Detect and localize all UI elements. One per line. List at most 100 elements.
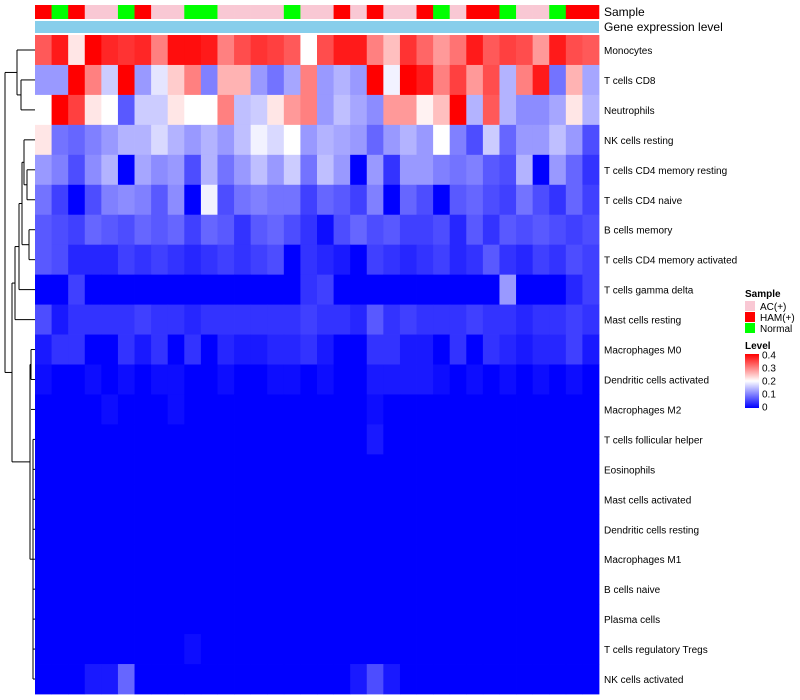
heatmap-cell <box>184 364 202 395</box>
heatmap-cell <box>516 424 534 455</box>
heatmap-cell <box>383 454 401 485</box>
heatmap-cell <box>350 394 368 425</box>
heatmap-cell <box>167 154 185 186</box>
heatmap-cell <box>317 574 334 605</box>
heatmap-cell <box>433 304 451 335</box>
heatmap-cell <box>383 364 401 395</box>
heatmap-cell <box>151 574 169 605</box>
heatmap-cell <box>532 544 550 575</box>
heatmap-cell <box>549 334 567 365</box>
heatmap-cell <box>51 424 69 455</box>
heatmap-cell <box>51 304 69 335</box>
heatmap-cell <box>200 64 218 96</box>
heatmap-cell <box>333 64 351 96</box>
heatmap-cell <box>549 634 567 665</box>
heatmap-cell <box>582 454 600 485</box>
heatmap-cell <box>466 664 484 695</box>
heatmap-cell <box>51 244 69 276</box>
row-label: T cells regulatory Tregs <box>604 645 708 656</box>
heatmap-cell <box>250 424 268 455</box>
heatmap-cell <box>134 35 152 66</box>
heatmap-cell <box>383 64 401 96</box>
heatmap-cell <box>84 35 102 66</box>
heatmap-cell <box>68 544 86 575</box>
sample-annotation-cell <box>565 5 583 19</box>
heatmap-cell <box>134 484 152 515</box>
sample-annotation-cell <box>516 5 533 19</box>
heatmap-cell <box>449 514 467 545</box>
heatmap-cell <box>101 184 119 216</box>
heatmap-cell <box>217 35 235 66</box>
row-label: T cells CD4 memory activated <box>604 256 737 267</box>
heatmap-cell <box>184 334 202 365</box>
heatmap-cell <box>549 424 567 455</box>
heatmap-cell <box>283 184 301 216</box>
heatmap-cell <box>234 244 252 276</box>
heatmap-cell <box>283 484 301 515</box>
heatmap-cell <box>433 35 451 66</box>
heatmap-cell <box>101 304 119 335</box>
heatmap-cell <box>499 664 517 695</box>
heatmap-cell <box>366 544 384 575</box>
heatmap-cell <box>549 364 567 395</box>
heatmap-cell <box>101 124 119 156</box>
heatmap-cell <box>399 304 417 335</box>
heatmap-cell <box>151 304 169 335</box>
heatmap-cell <box>499 154 517 186</box>
heatmap-cell <box>383 574 401 605</box>
heatmap-cell <box>101 454 119 485</box>
heatmap-cell <box>383 214 401 246</box>
heatmap-cell <box>482 544 500 575</box>
heatmap-cell <box>317 124 334 156</box>
heatmap-cell <box>200 394 218 425</box>
heatmap-cell <box>51 334 69 365</box>
heatmap-cell <box>217 64 235 96</box>
heatmap-cell <box>117 484 135 515</box>
heatmap-cell <box>449 484 467 515</box>
heatmap-cell <box>167 664 185 695</box>
row-label: Mast cells resting <box>604 316 681 327</box>
heatmap-cell <box>267 244 285 276</box>
heatmap-cell <box>466 274 484 305</box>
heatmap-cell <box>300 304 318 335</box>
heatmap-cell <box>300 334 318 365</box>
heatmap-cell <box>350 214 368 246</box>
heatmap-cell <box>250 154 268 186</box>
heatmap-cell <box>84 94 102 126</box>
heatmap-cell <box>217 424 235 455</box>
heatmap-cell <box>350 244 368 276</box>
heatmap-cell <box>565 664 583 695</box>
heatmap-cell <box>449 394 467 425</box>
heatmap-cell <box>433 544 451 575</box>
heatmap-cell <box>366 154 384 186</box>
row-label: B cells memory <box>604 226 672 237</box>
heatmap-cell <box>184 664 202 695</box>
heatmap-cell <box>366 454 384 485</box>
heatmap-cell <box>117 604 135 635</box>
heatmap-cell <box>433 184 451 216</box>
heatmap-cell <box>549 544 567 575</box>
heatmap-cell <box>300 514 318 545</box>
heatmap-cell <box>532 574 550 605</box>
heatmap-cell <box>51 94 69 126</box>
heatmap-cell <box>416 184 434 216</box>
legend-level-title: Level <box>745 341 771 352</box>
heatmap-cell <box>267 544 285 575</box>
heatmap-cell <box>300 154 318 186</box>
heatmap-cell <box>499 64 517 96</box>
heatmap-cell <box>167 424 185 455</box>
heatmap-cell <box>167 544 185 575</box>
heatmap-cell <box>482 274 500 305</box>
row-label: Dendritic cells activated <box>604 375 709 386</box>
heatmap-cell <box>51 544 69 575</box>
heatmap-cell <box>300 274 318 305</box>
heatmap-cell <box>399 634 417 665</box>
sample-annotation-cell <box>466 5 484 19</box>
heatmap-cell <box>350 124 368 156</box>
heatmap-cell <box>134 604 152 635</box>
heatmap-cell <box>167 184 185 216</box>
heatmap-cell <box>532 94 550 126</box>
heatmap-cell <box>151 35 169 66</box>
heatmap-cell <box>532 604 550 635</box>
heatmap-cell <box>582 184 600 216</box>
